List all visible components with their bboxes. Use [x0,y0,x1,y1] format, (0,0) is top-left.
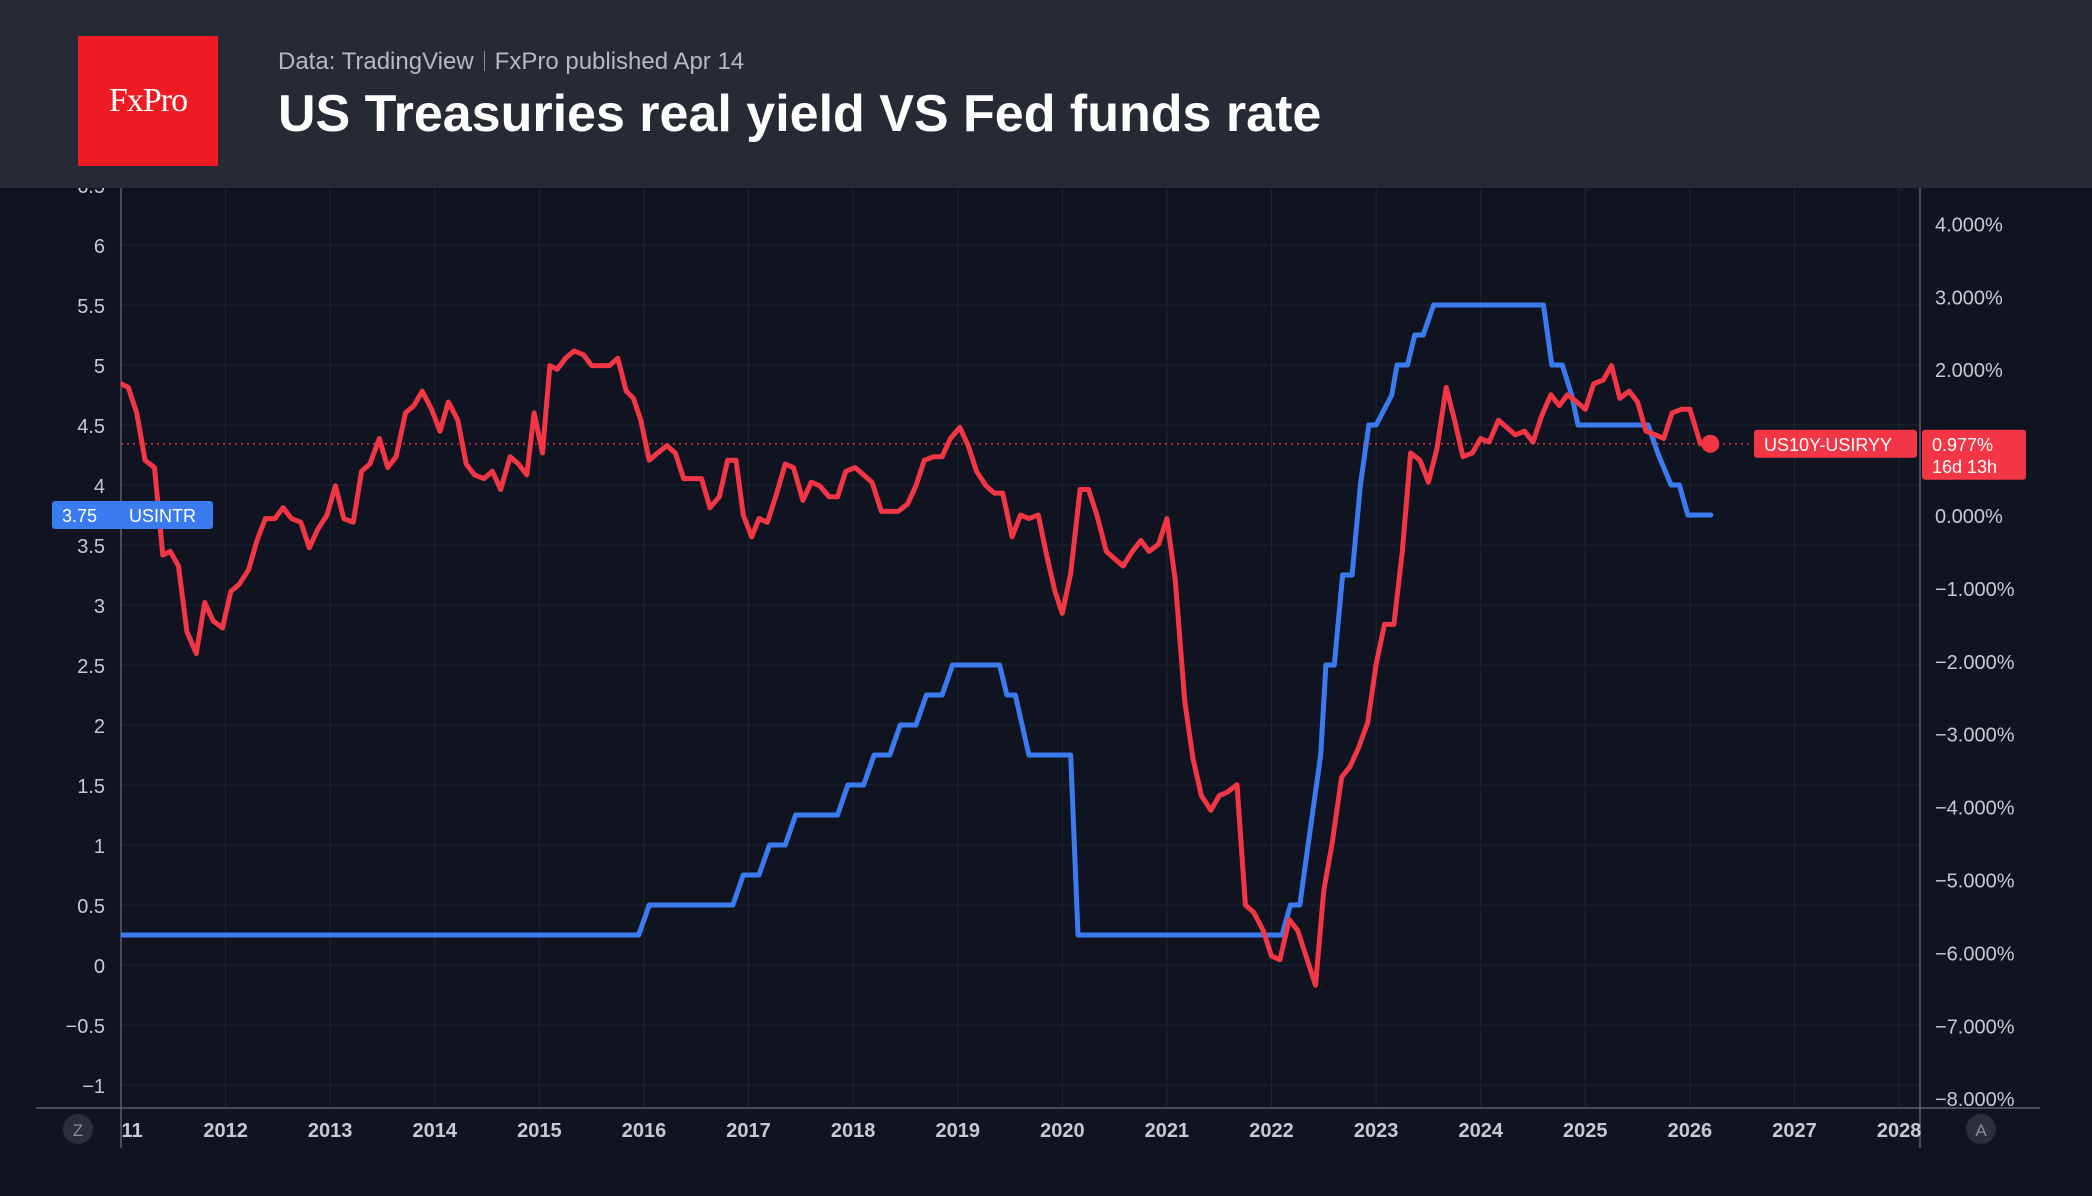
header-bar: FxPro Data: TradingView FxPro published A… [0,0,2092,188]
x-tick-label: 2013 [308,1120,353,1142]
usintr-series-label: USINTR [129,506,196,526]
us10y-countdown: 16d 13h [1932,457,1997,477]
series-lines [121,302,1714,988]
chart-overlay: 3.75 USINTR US10Y-USIRYY 0.977%16d 13h Z A [52,429,2026,1144]
x-tick-label: 2023 [1354,1120,1399,1142]
right-tick-label: −6.000% [1935,943,2015,965]
x-axis-labels: 2011 2012 2013 2014 2015 2016 2017 2018 2019 2020… [99,1120,1922,1142]
series-line-us10y-usiryy [121,348,1703,988]
z-axis-button[interactable]: Z [63,1114,93,1144]
chart-grid [36,188,2040,1148]
left-tick-label: 0.5 [77,896,105,918]
left-tick-label: 1 [94,836,105,858]
right-tick-label: −4.000% [1935,798,2015,820]
x-tick-label: 2020 [1040,1120,1085,1142]
z-button-bg [63,1114,93,1144]
left-tick-label: 4.5 [77,416,105,438]
x-tick-label: 2019 [935,1120,980,1142]
right-tick-label: −5.000% [1935,871,2015,893]
a-button-label: A [1975,1121,1987,1140]
left-tick-label: −1 [82,1076,105,1098]
usintr-last-value: 3.75 [62,506,97,526]
last-value-dot [1701,434,1720,453]
chart[interactable]: 2011 2012 2013 2014 2015 2016 2017 2018 2019 2020… [0,188,2092,1196]
right-tick-label: −7.000% [1935,1016,2015,1038]
x-tick-label: 2025 [1563,1120,1608,1142]
x-tick-label: 2028 [1877,1120,1922,1142]
x-tick-label: 2026 [1668,1120,1713,1142]
us10y-value-badge [1922,429,2026,480]
x-tick-label: 2018 [831,1120,876,1142]
left-tick-label: 4 [94,476,105,498]
left-tick-label: 6 [94,236,105,258]
x-tick-label: 2017 [726,1120,771,1142]
usintr-value-badge [52,501,213,529]
left-tick-label: 5.5 [77,296,105,318]
left-tick-label: 3 [94,596,105,618]
left-tick-label: 0 [94,956,105,978]
left-tick-label: 1.5 [77,776,105,798]
x-tick-label: 2011 [99,1120,142,1142]
right-tick-label: −8.000% [1935,1089,2015,1111]
right-tick-label: −2.000% [1935,652,2015,674]
series-line-usintr [121,302,1714,938]
x-tick-label: 2021 [1145,1120,1190,1142]
left-tick-label: 2.5 [77,656,105,678]
right-tick-label: 3.000% [1935,287,2003,309]
fxpro-logo: FxPro [78,36,218,166]
right-tick-label: −3.000% [1935,725,2015,747]
source-divider [483,51,485,71]
us10y-last-value: 0.977% [1932,435,1993,455]
left-tick-label: −0.5 [66,1016,105,1038]
left-axis-labels: 6 5.5 5 4.5 4 3.5 3 2.5 2 1.5 1 0.5 0 −0.5 −1 6.5 [66,188,105,1098]
x-tick-label: 2022 [1249,1120,1294,1142]
z-button-label: Z [73,1121,83,1140]
right-tick-label: −1.000% [1935,579,2015,601]
right-axis-labels: 4.000%3.000%2.000%1.000%0.000%−1.000%−2.… [1935,214,2015,1111]
x-tick-label: 2014 [413,1120,458,1142]
page-title: US Treasuries real yield VS Fed funds ra… [278,85,1322,143]
right-tick-label: 0.000% [1935,506,2003,528]
x-tick-label: 2024 [1458,1120,1503,1142]
left-tick-label-clipped: 6.5 [77,188,105,198]
x-tick-label: 2027 [1772,1120,1817,1142]
source-line: Data: TradingView FxPro published Apr 14 [278,48,744,76]
left-tick-label: 2 [94,716,105,738]
x-tick-label: 2016 [622,1120,667,1142]
us10y-series-label: US10Y-USIRYY [1764,435,1892,455]
a-button-bg [1966,1114,1996,1144]
left-tick-label: 3.5 [77,536,105,558]
right-tick-label: 2.000% [1935,360,2003,382]
x-tick-label: 2012 [203,1120,248,1142]
x-tick-label: 2015 [517,1120,562,1142]
auto-scale-button[interactable]: A [1966,1114,1996,1144]
us10y-name-badge [1754,429,1917,458]
published-date: FxPro published Apr 14 [494,48,745,75]
data-source: Data: TradingView [278,48,474,75]
left-tick-label: 5 [94,356,105,378]
right-tick-label: 4.000% [1935,214,2003,236]
